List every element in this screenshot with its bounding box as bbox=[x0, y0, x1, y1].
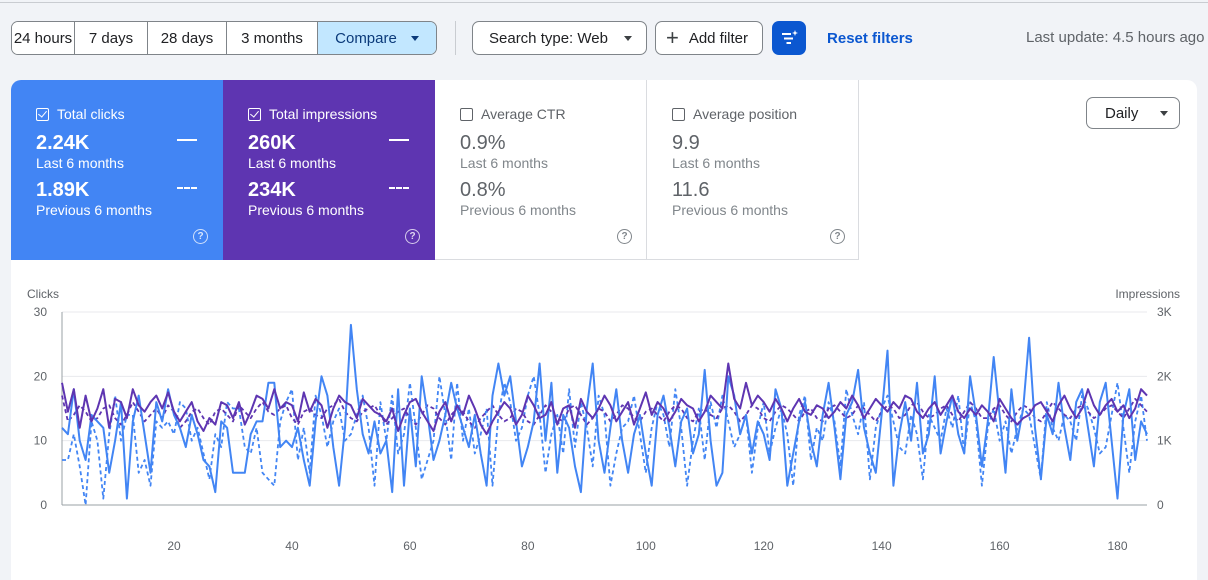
range-7-days-button[interactable]: 7 days bbox=[75, 22, 148, 54]
current-value: 2.24K bbox=[36, 132, 90, 154]
card-title: Average CTR bbox=[481, 106, 566, 122]
series-line-total-clicks bbox=[61, 323, 1148, 500]
filter-sparkle-icon bbox=[782, 30, 799, 44]
metric-card-average-ctr[interactable]: Average CTR 0.9% Last 6 months 0.8% Prev… bbox=[435, 80, 647, 260]
card-title: Total clicks bbox=[57, 106, 125, 122]
x-tick-label: 60 bbox=[403, 539, 417, 553]
top-divider bbox=[0, 2, 1208, 3]
checkbox-icon[interactable] bbox=[672, 107, 685, 121]
x-tick-label: 20 bbox=[167, 539, 181, 553]
current-value: 0.9% bbox=[460, 132, 506, 154]
current-label: Last 6 months bbox=[248, 155, 336, 171]
range-28-days-button[interactable]: 28 days bbox=[148, 22, 227, 54]
checkbox-icon[interactable] bbox=[460, 107, 473, 121]
current-value: 9.9 bbox=[672, 132, 700, 154]
current-label: Last 6 months bbox=[460, 155, 548, 171]
range-3-months-button[interactable]: 3 months bbox=[227, 22, 318, 54]
previous-label: Previous 6 months bbox=[672, 202, 788, 218]
checkbox-icon[interactable] bbox=[36, 107, 49, 121]
chevron-down-icon bbox=[1160, 110, 1169, 116]
granularity-label: Daily bbox=[1105, 104, 1139, 122]
checkbox-icon[interactable] bbox=[248, 107, 261, 121]
current-value: 260K bbox=[248, 132, 296, 154]
metric-card-total-clicks[interactable]: Total clicks 2.24K Last 6 months 1.89K P… bbox=[11, 80, 223, 260]
dashed-line-legend-icon bbox=[177, 187, 197, 189]
performance-chart[interactable]: 0 0 10 1K 20 2K 30 3K Clicks Impressions 20 40 60 80 1… bbox=[11, 80, 1197, 564]
granularity-dropdown[interactable]: Daily bbox=[1086, 97, 1180, 129]
previous-value: 0.8% bbox=[460, 179, 506, 201]
search-type-label: Search type: Web bbox=[489, 29, 608, 47]
previous-label: Previous 6 months bbox=[36, 202, 152, 218]
y-axis-label: Clicks bbox=[27, 287, 59, 301]
chevron-down-icon bbox=[623, 35, 632, 41]
series-line-total-impressions bbox=[61, 362, 1148, 436]
current-label: Last 6 months bbox=[672, 155, 760, 171]
dashed-line-legend-icon bbox=[389, 187, 409, 189]
solid-line-legend-icon bbox=[389, 139, 409, 141]
help-icon[interactable]: ? bbox=[830, 229, 845, 244]
y-tick-label: 30 bbox=[34, 305, 48, 319]
y-tick-label: 10 bbox=[34, 434, 48, 448]
metric-card-total-impressions[interactable]: Total impressions 260K Last 6 months 234… bbox=[223, 80, 435, 260]
metric-card-average-position[interactable]: Average position 9.9 Last 6 months 11.6 … bbox=[647, 80, 859, 260]
y2-tick-label: 2K bbox=[1157, 369, 1172, 383]
solid-line-legend-icon bbox=[177, 139, 197, 141]
x-tick-label: 180 bbox=[1108, 539, 1128, 553]
range-24-hours-button[interactable]: 24 hours bbox=[12, 22, 75, 54]
search-type-dropdown[interactable]: Search type: Web bbox=[472, 21, 647, 55]
series-line-total-impressions-previous bbox=[61, 395, 1148, 429]
help-icon[interactable]: ? bbox=[193, 229, 208, 244]
plus-icon: + bbox=[665, 25, 679, 50]
x-tick-label: 40 bbox=[285, 539, 299, 553]
toolbar-divider bbox=[455, 21, 456, 55]
x-tick-label: 120 bbox=[754, 539, 774, 553]
previous-value: 234K bbox=[248, 179, 296, 201]
chevron-down-icon bbox=[410, 35, 419, 41]
y-tick-label: 20 bbox=[34, 369, 48, 383]
performance-panel: Total clicks 2.24K Last 6 months 1.89K P… bbox=[11, 80, 1197, 580]
y2-tick-label: 3K bbox=[1157, 305, 1172, 319]
y2-tick-label: 0 bbox=[1157, 498, 1164, 512]
add-filter-label: Add filter bbox=[688, 29, 749, 47]
reset-filters-link[interactable]: Reset filters bbox=[827, 29, 913, 47]
compare-button[interactable]: Compare bbox=[318, 22, 436, 54]
x-tick-label: 100 bbox=[636, 539, 656, 553]
last-update-text: Last update: 4.5 hours ago bbox=[1026, 29, 1205, 46]
x-tick-label: 140 bbox=[872, 539, 892, 553]
filter-settings-button[interactable] bbox=[772, 21, 807, 55]
previous-value: 11.6 bbox=[672, 179, 710, 201]
current-label: Last 6 months bbox=[36, 155, 124, 171]
help-icon[interactable]: ? bbox=[405, 229, 420, 244]
y2-axis-label: Impressions bbox=[1115, 287, 1180, 301]
toolbar: 24 hours 7 days 28 days 3 months Compare… bbox=[11, 21, 913, 55]
compare-label: Compare bbox=[335, 29, 397, 47]
previous-label: Previous 6 months bbox=[248, 202, 364, 218]
y2-tick-label: 1K bbox=[1157, 434, 1172, 448]
add-filter-button[interactable]: + Add filter bbox=[654, 21, 764, 55]
x-tick-label: 160 bbox=[990, 539, 1010, 553]
card-title: Total impressions bbox=[269, 106, 378, 122]
card-title: Average position bbox=[693, 106, 798, 122]
previous-value: 1.89K bbox=[36, 179, 90, 201]
date-range-selector: 24 hours 7 days 28 days 3 months Compare bbox=[11, 21, 437, 55]
x-tick-label: 80 bbox=[521, 539, 535, 553]
help-icon[interactable]: ? bbox=[617, 229, 632, 244]
previous-label: Previous 6 months bbox=[460, 202, 576, 218]
y-tick-label: 0 bbox=[40, 498, 47, 512]
